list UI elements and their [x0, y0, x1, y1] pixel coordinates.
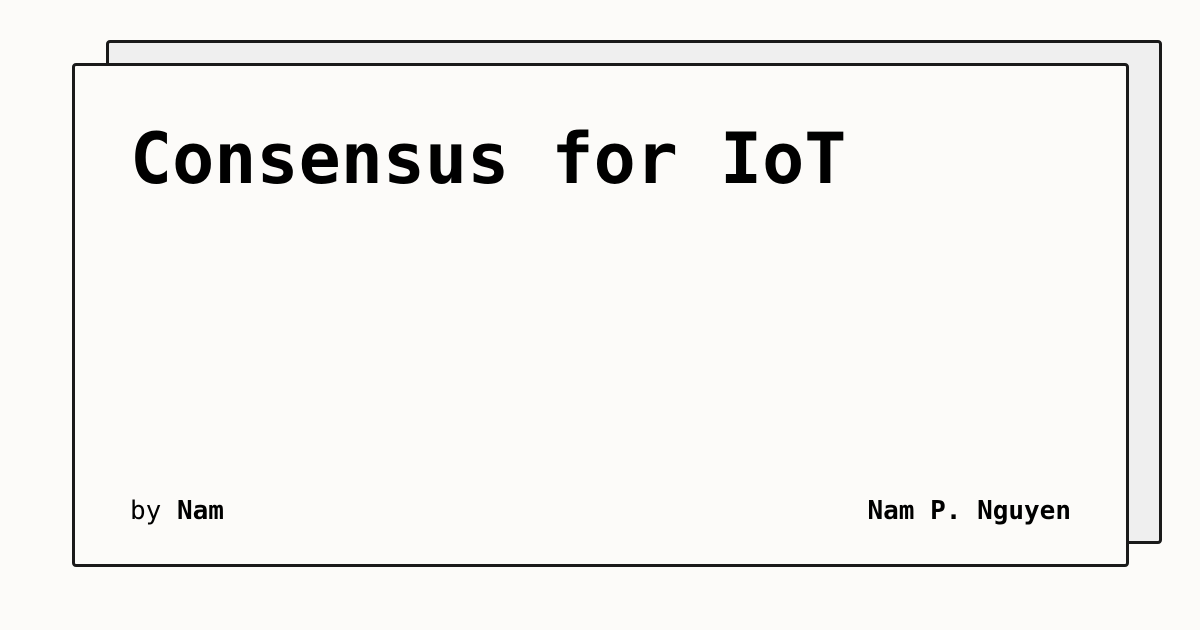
byline: by Nam — [130, 498, 224, 524]
byline-handle: Nam — [176, 496, 224, 526]
page-title: Consensus for IoT — [130, 118, 847, 200]
byline-prefix: by — [130, 496, 162, 526]
author-name: Nam P. Nguyen — [867, 496, 1072, 526]
title-card: Consensus for IoT by Nam Nam P. Nguyen — [72, 63, 1129, 567]
